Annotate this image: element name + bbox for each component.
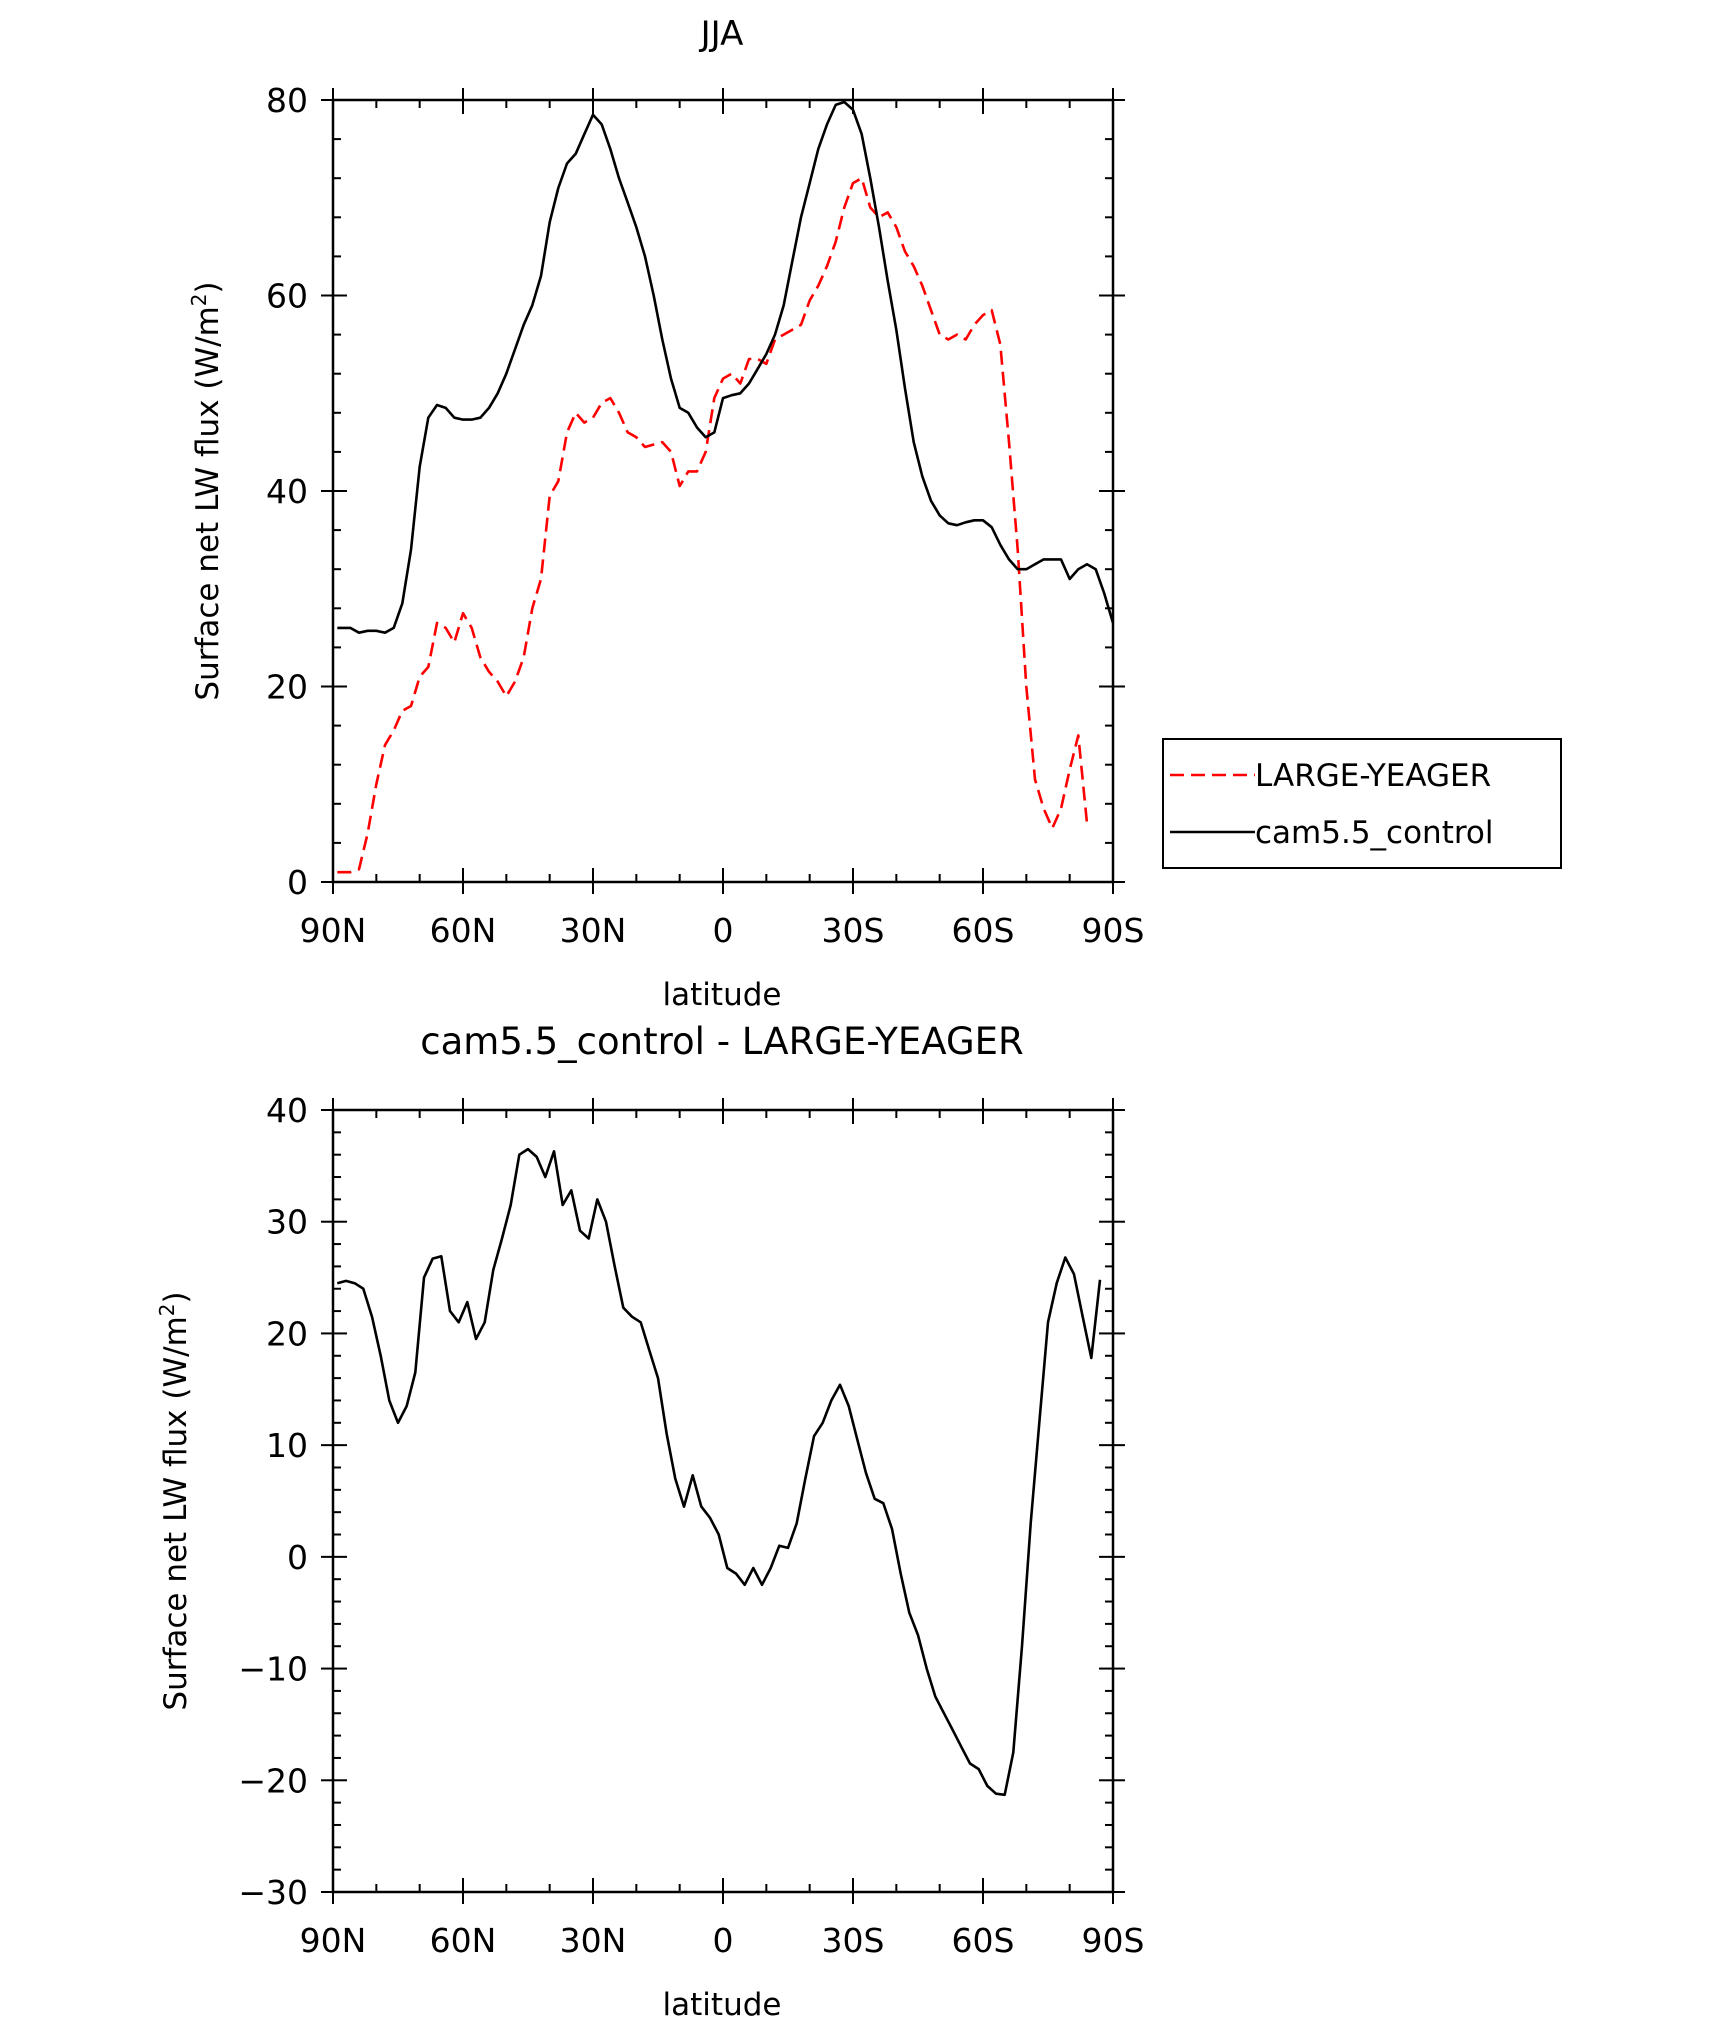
chart-top: JJA 90N 60N 30N 0 30S 60S 90S 0 20 40 60 80 latitud…	[187, 14, 1562, 1013]
chart-top-title: JJA	[699, 14, 744, 54]
y-tick-label: 0	[287, 863, 308, 902]
chart-bottom-series	[336, 1147, 1102, 1797]
x-tick-label: 90S	[1082, 911, 1145, 950]
chart-top-y-axis-label: Surface net LW flux (W/m2)	[187, 281, 226, 700]
y-tick-label: 80	[266, 81, 308, 120]
chart-top-tick-labels: 90N 60N 30N 0 30S 60S 90S 0 20 40 60 80	[266, 81, 1144, 950]
chart-top-x-axis-label: latitude	[663, 977, 782, 1013]
y-tick-label: 40	[266, 1091, 308, 1130]
x-tick-label: 60N	[430, 1921, 497, 1960]
x-tick-label: 30S	[822, 911, 885, 950]
chart-bottom: cam5.5_control - LARGE-YEAGER 90N 60N 30N 0…	[155, 1020, 1144, 2021]
chart-bottom-plot-frame	[331, 1108, 1115, 1894]
x-tick-label: 30N	[560, 1921, 627, 1960]
y-tick-label: 0	[287, 1538, 308, 1577]
y-tick-label: 20	[266, 1314, 308, 1353]
chart-top-series	[337, 100, 1115, 874]
x-tick-label: 0	[713, 911, 734, 950]
legend-box	[1162, 738, 1562, 869]
chart-top-legend: LARGE-YEAGER cam5.5_control	[1162, 738, 1562, 869]
chart-top-series-line-cam5-5-control	[337, 100, 1115, 634]
x-tick-label: 60S	[952, 1921, 1015, 1960]
chart-top-series-line-large-yeager	[337, 176, 1089, 874]
y-tick-label: 30	[266, 1203, 308, 1242]
chart-bottom-tick-labels: 90N 60N 30N 0 30S 60S 90S −30 −20 −10 0 10 20 30 40	[238, 1091, 1144, 1960]
x-tick-label: 90N	[300, 911, 367, 950]
chart-bottom-ticks	[321, 1098, 1125, 1904]
y-tick-label: 20	[266, 668, 308, 707]
chart-top-ticks	[321, 88, 1125, 894]
x-tick-label: 90N	[300, 1921, 367, 1960]
y-tick-label: 10	[266, 1426, 308, 1465]
y-tick-label: −20	[238, 1761, 308, 1800]
x-tick-label: 90S	[1082, 1921, 1145, 1960]
y-tick-label: 60	[266, 277, 308, 316]
x-tick-label: 60S	[952, 911, 1015, 950]
y-tick-label: −10	[238, 1650, 308, 1689]
chart-bottom-x-axis-label: latitude	[663, 1987, 782, 2021]
x-tick-label: 30N	[560, 911, 627, 950]
legend-label-cam5-5-control: cam5.5_control	[1255, 815, 1494, 851]
chart-bottom-series-line-difference	[336, 1147, 1102, 1797]
chart-bottom-y-axis-label: Surface net LW flux (W/m2)	[155, 1291, 194, 1710]
chart-bottom-title: cam5.5_control - LARGE-YEAGER	[420, 1020, 1023, 1063]
x-tick-label: 60N	[430, 911, 497, 950]
chart-top-plot-frame	[331, 98, 1115, 884]
y-tick-label: 40	[266, 472, 308, 511]
legend-label-large-yeager: LARGE-YEAGER	[1255, 758, 1491, 794]
x-tick-label: 30S	[822, 1921, 885, 1960]
y-tick-label: −30	[238, 1873, 308, 1912]
x-tick-label: 0	[713, 1921, 734, 1960]
